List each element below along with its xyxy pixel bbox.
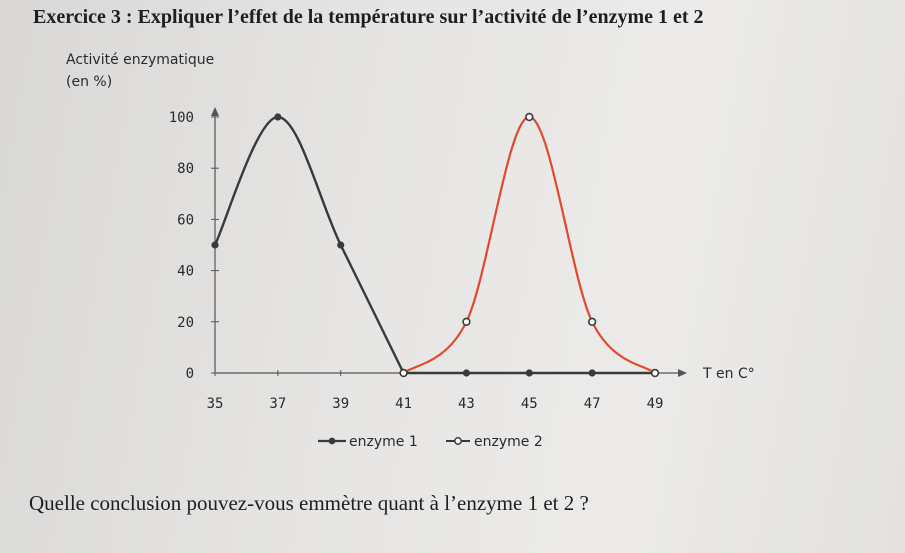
y-axis-arrow — [211, 107, 219, 116]
y-tick-label: 80 — [177, 161, 194, 177]
legend-enzyme-1-marker — [328, 437, 336, 445]
enzyme-2-point — [525, 112, 534, 122]
question-text: Quelle conclusion pouvez-vous emmètre qu… — [29, 491, 589, 515]
x-axis-arrow — [678, 369, 687, 377]
exercise-title: Exercice 3 : Expliquer l’effet de la tem… — [33, 6, 704, 28]
enzyme-1-point — [211, 241, 219, 249]
enzyme-2-point — [462, 317, 471, 326]
y-tick-label: 0 — [186, 366, 194, 382]
x-axis-label: T en C° — [702, 366, 755, 382]
x-tick-label: 47 — [584, 396, 601, 412]
enzyme-2-point — [399, 368, 408, 378]
enzyme-1-point — [337, 241, 345, 249]
x-tick-label: 41 — [395, 396, 412, 412]
x-tick-label: 43 — [458, 396, 475, 412]
enzyme-1-line — [213, 115, 657, 375]
legend-enzyme-2-label: enzyme 2 — [474, 434, 543, 450]
enzyme-2-point — [587, 317, 597, 326]
enzyme-2-point — [650, 368, 660, 378]
x-tick-label: 49 — [647, 396, 664, 412]
activity-chart: 35 37 39 41 43 45 47 49 0 20 40 60 80 100 T en C° enzym… — [169, 107, 755, 450]
y-axis-label-line2: (en %) — [66, 74, 113, 90]
x-tick-label: 39 — [332, 396, 349, 412]
enzyme-2-line — [402, 115, 657, 375]
enzyme-1-point — [462, 369, 471, 377]
enzyme-1-point — [274, 113, 282, 121]
y-axis-label: Activité enzymatique (en %) — [66, 49, 214, 93]
y-tick-label: 60 — [177, 212, 194, 228]
y-axis-label-line1: Activité enzymatique — [66, 52, 215, 68]
y-tick-label: 40 — [177, 264, 194, 280]
x-tick-label: 37 — [269, 396, 286, 412]
enzyme-1-point — [525, 369, 533, 377]
y-tick-label: 100 — [169, 110, 194, 126]
x-tick-label: 35 — [207, 396, 224, 412]
enzyme-1-point — [588, 369, 596, 377]
legend-enzyme-1-label: enzyme 1 — [349, 434, 418, 450]
x-tick-label: 45 — [521, 396, 538, 412]
y-tick-label: 20 — [177, 315, 194, 331]
legend-enzyme-2-marker — [454, 437, 462, 445]
